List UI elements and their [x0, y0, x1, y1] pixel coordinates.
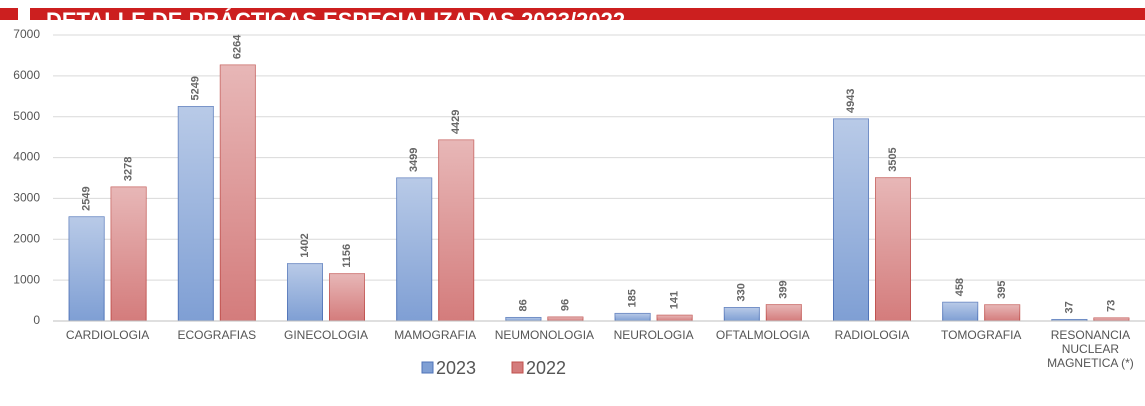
value-label: 185 [627, 289, 639, 307]
value-label: 4943 [845, 89, 857, 113]
bar-shine [396, 178, 432, 321]
y-tick-label: 7000 [13, 27, 40, 41]
legend-label: 2023 [436, 358, 476, 378]
y-tick-label: 5000 [13, 109, 40, 123]
x-tick-label: ECOGRAFIAS [177, 328, 256, 342]
header-square [0, 8, 18, 20]
value-label: 458 [954, 278, 966, 296]
y-tick-label: 4000 [13, 150, 40, 164]
bar-shine [111, 187, 147, 321]
value-label: 96 [559, 299, 571, 311]
value-label: 141 [669, 291, 681, 309]
bar-shine [615, 313, 651, 321]
bar-shine [547, 317, 583, 321]
x-tick-label: RESONANCIA NUCLEAR MAGNETICA (*) [1047, 328, 1134, 370]
x-tick-label: NEUMONOLOGIA [495, 328, 594, 342]
bar-shine [1093, 318, 1129, 321]
x-tick-label: GINECOLOGIA [284, 328, 368, 342]
value-label: 3278 [123, 157, 135, 181]
bar-shine [1051, 319, 1087, 321]
value-label: 86 [517, 299, 529, 311]
legend-swatch [511, 361, 524, 374]
y-tick-label: 2000 [13, 231, 40, 245]
x-tick-label: TOMOGRAFIA [941, 328, 1021, 342]
bar-shine [875, 177, 911, 321]
bar-shine [505, 317, 541, 321]
y-tick-label: 6000 [13, 68, 40, 82]
bar-shine [329, 273, 365, 321]
x-tick-label: MAMOGRAFIA [394, 328, 476, 342]
value-label: 5249 [190, 76, 202, 100]
bar-shine [942, 302, 978, 321]
legend-swatch [421, 361, 434, 374]
value-label: 73 [1105, 300, 1117, 312]
value-label: 399 [778, 280, 790, 298]
bar-shine [178, 106, 214, 321]
bar-shine [833, 119, 869, 321]
x-tick-label: RADIOLOGIA [835, 328, 910, 342]
bar-shine [766, 304, 802, 321]
value-label: 1156 [341, 244, 353, 268]
value-label: 2549 [81, 186, 93, 210]
bar-shine [438, 140, 474, 321]
value-label: 3499 [408, 148, 420, 172]
bar-shine [220, 65, 256, 321]
y-tick-label: 3000 [13, 191, 40, 205]
value-label: 1402 [299, 233, 311, 257]
header-band [30, 8, 1145, 20]
legend-label: 2022 [526, 358, 566, 378]
value-label: 6264 [232, 34, 244, 59]
x-tick-label: CARDIOLOGIA [66, 328, 149, 342]
chart-title: DETALLE DE PRÁCTICAS ESPECIALIZADAS 2023… [46, 8, 625, 33]
bar-shine [287, 263, 323, 321]
bar-shine [69, 216, 105, 321]
bar-shine [984, 304, 1020, 321]
value-label: 37 [1063, 301, 1075, 313]
value-label: 4429 [450, 110, 462, 134]
value-label: 3505 [887, 147, 899, 171]
value-label: 395 [996, 281, 1008, 299]
value-label: 330 [736, 283, 748, 301]
bar-shine [724, 307, 760, 321]
x-tick-label: NEUROLOGIA [614, 328, 694, 342]
bar-shine [657, 315, 693, 321]
y-tick-label: 0 [33, 313, 40, 327]
y-tick-label: 1000 [13, 272, 40, 286]
x-tick-label: OFTALMOLOGIA [716, 328, 810, 342]
